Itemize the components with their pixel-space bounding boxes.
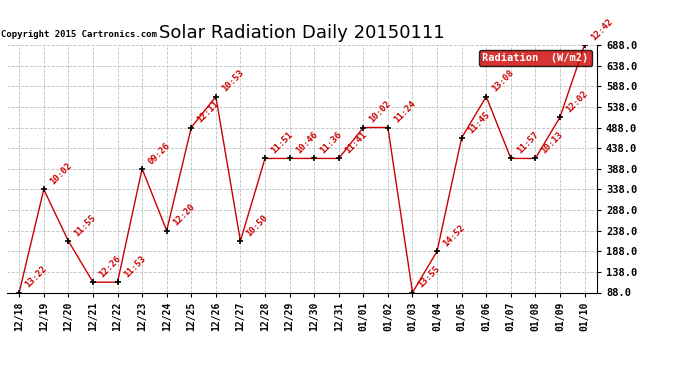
- Text: 11:24: 11:24: [392, 99, 417, 125]
- Title: Solar Radiation Daily 20150111: Solar Radiation Daily 20150111: [159, 24, 444, 42]
- Text: 10:50: 10:50: [244, 213, 270, 238]
- Text: 11:41: 11:41: [343, 130, 368, 156]
- Text: 10:13: 10:13: [540, 130, 565, 156]
- Text: 10:02: 10:02: [368, 99, 393, 125]
- Legend: Radiation  (W/m2): Radiation (W/m2): [479, 50, 591, 66]
- Text: 12:26: 12:26: [97, 254, 122, 279]
- Text: 10:53: 10:53: [220, 68, 246, 94]
- Text: 13:08: 13:08: [491, 68, 515, 94]
- Text: Copyright 2015 Cartronics.com: Copyright 2015 Cartronics.com: [1, 30, 157, 39]
- Text: 13:55: 13:55: [417, 264, 442, 290]
- Text: 13:22: 13:22: [23, 264, 49, 290]
- Text: 10:46: 10:46: [294, 130, 319, 156]
- Text: 09:26: 09:26: [146, 141, 172, 166]
- Text: 11:51: 11:51: [269, 130, 295, 156]
- Text: 11:53: 11:53: [121, 254, 147, 279]
- Text: 11:57: 11:57: [515, 130, 540, 156]
- Text: 10:02: 10:02: [48, 161, 73, 187]
- Text: 14:52: 14:52: [441, 223, 466, 249]
- Text: 11:45: 11:45: [466, 110, 491, 135]
- Text: 12:42: 12:42: [589, 17, 614, 42]
- Text: 12:02: 12:02: [564, 89, 589, 114]
- Text: 11:55: 11:55: [72, 213, 98, 238]
- Text: 11:36: 11:36: [318, 130, 344, 156]
- Text: 12:11: 12:11: [195, 99, 221, 125]
- Text: 12:20: 12:20: [171, 202, 196, 228]
